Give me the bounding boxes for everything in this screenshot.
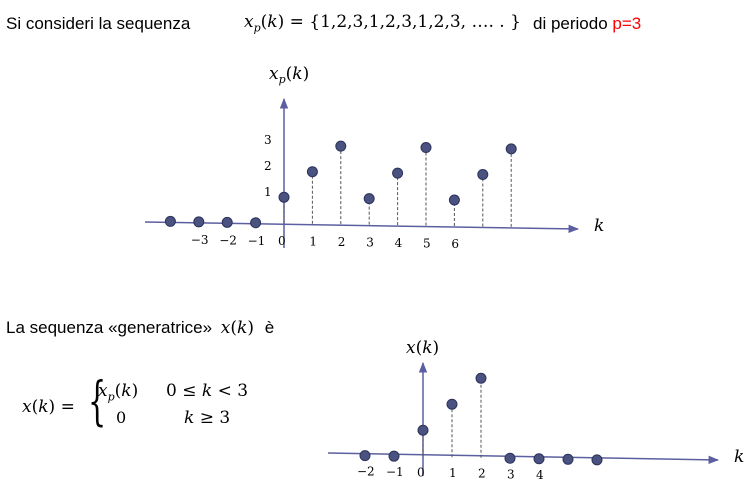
chart1-point bbox=[193, 216, 205, 228]
chart1-point bbox=[505, 143, 517, 155]
chart1-x-tick: 0 bbox=[278, 234, 286, 248]
chart2-x-tick: −1 bbox=[386, 465, 404, 479]
chart1-point bbox=[164, 215, 176, 227]
chart2-point bbox=[359, 450, 371, 462]
case1-cond: 0 ≤ k < 3 bbox=[166, 381, 249, 401]
chart2-x-tick: −2 bbox=[357, 465, 375, 479]
chart1-y-tick: 2 bbox=[264, 159, 272, 173]
sequence-formula: xp(k) = {1,2,3,1,2,3,1,2,3, …. . } bbox=[244, 12, 521, 35]
case2-expr: 0 bbox=[116, 408, 127, 427]
chart1-point bbox=[306, 166, 318, 178]
chart1-point bbox=[448, 194, 460, 206]
generator-text: La sequenza «generatrice» bbox=[6, 318, 213, 337]
period-value: p=3 bbox=[612, 14, 642, 33]
chart1-y-tick: 1 bbox=[264, 185, 272, 199]
intro-text: Si consideri la sequenza bbox=[6, 14, 191, 33]
chart1-x-tick: −1 bbox=[248, 234, 266, 248]
period-prefix: di periodo bbox=[533, 14, 613, 33]
chart2-x-tick: 0 bbox=[417, 466, 425, 480]
chart1-x-axis bbox=[144, 221, 580, 234]
chart2-x-tick: 2 bbox=[478, 467, 486, 481]
left-brace: { bbox=[88, 372, 107, 432]
chart2-point bbox=[475, 372, 487, 384]
chart2-y-label: x(k) bbox=[406, 338, 439, 358]
chart1-x-tick: −2 bbox=[219, 233, 237, 247]
chart1-y-tick: 3 bbox=[264, 133, 272, 147]
chart1-point bbox=[221, 216, 233, 228]
chart2-point bbox=[446, 398, 458, 410]
chart1-point bbox=[363, 193, 375, 205]
chart1-x-tick: 4 bbox=[395, 236, 403, 250]
chart1-x-tick: 2 bbox=[338, 235, 346, 249]
chart1-point bbox=[420, 142, 432, 154]
chart1-point bbox=[278, 191, 290, 203]
chart2-point bbox=[504, 452, 516, 464]
case2-cond: k ≥ 3 bbox=[184, 408, 231, 428]
chart2-x-label: k bbox=[734, 447, 744, 467]
chart2: x(k) k −2 −1 0 1 2 3 4 bbox=[327, 338, 744, 482]
generator-sentence: La sequenza «generatrice» x(k) è bbox=[6, 318, 274, 338]
chart2-point bbox=[533, 453, 545, 465]
chart2-x-tick: 3 bbox=[507, 467, 515, 481]
chart1-x-tick: 6 bbox=[451, 237, 459, 251]
chart1-x-tick: 5 bbox=[423, 237, 431, 251]
chart1-x-label: k bbox=[594, 216, 604, 236]
chart1-x-tick: 3 bbox=[366, 236, 374, 250]
chart2-x-tick: 1 bbox=[449, 466, 457, 480]
generator-symbol: x(k) bbox=[220, 318, 254, 338]
chart2-x-axis bbox=[327, 452, 720, 465]
definition-lhs: x(k) = bbox=[22, 397, 75, 417]
generator-suffix: è bbox=[264, 318, 275, 337]
chart2-point bbox=[417, 424, 429, 436]
chart2-point bbox=[388, 450, 400, 462]
chart1-point bbox=[477, 168, 489, 180]
chart1-x-tick: −3 bbox=[191, 233, 209, 247]
chart1: xp(k) k −3 −2 −1 0 1 2 3 4 5 6 1 2 3 bbox=[144, 64, 604, 251]
period-text: di periodo p=3 bbox=[533, 14, 641, 34]
chart2-x-tick: 4 bbox=[536, 468, 544, 482]
chart1-point bbox=[392, 167, 404, 179]
chart1-point bbox=[250, 217, 262, 229]
chart1-point bbox=[335, 140, 347, 152]
chart1-y-label: xp(k) bbox=[269, 64, 309, 86]
chart1-x-tick: 1 bbox=[309, 235, 317, 249]
chart2-point bbox=[591, 454, 603, 466]
case1-expr: xp(k) bbox=[98, 381, 139, 404]
chart2-point bbox=[562, 453, 574, 465]
